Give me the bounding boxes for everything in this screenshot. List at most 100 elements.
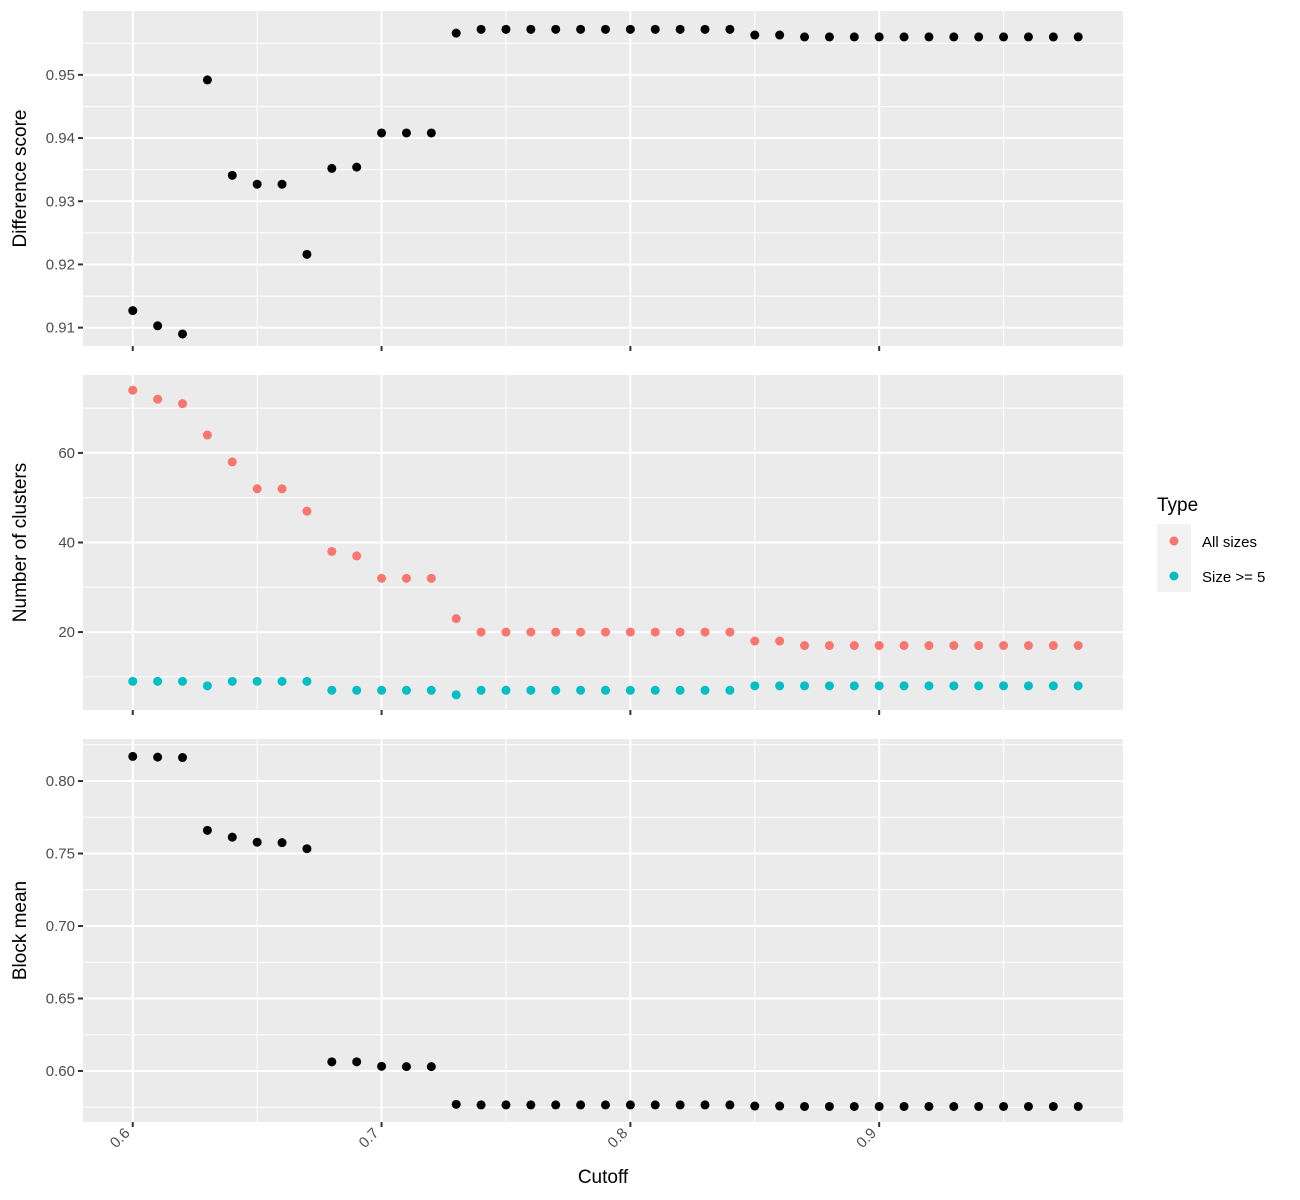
data-point [700, 627, 710, 637]
data-point [476, 1100, 486, 1110]
data-point [650, 24, 660, 34]
data-point [227, 170, 237, 180]
data-point [750, 30, 760, 40]
data-point [377, 573, 387, 583]
data-point [352, 1057, 362, 1067]
data-point [924, 641, 934, 651]
data-point [153, 321, 163, 331]
data-point [178, 753, 188, 763]
data-point [600, 24, 610, 34]
data-point [1073, 681, 1083, 691]
data-point [849, 1101, 859, 1111]
data-point [202, 75, 212, 85]
data-point [1073, 32, 1083, 42]
data-point [128, 676, 138, 686]
data-point [352, 162, 362, 172]
data-point [874, 32, 884, 42]
data-point [576, 1100, 586, 1110]
x-tick-label: 0.7 [356, 1125, 383, 1152]
data-point [974, 1101, 984, 1111]
y-tick-label: 60 [58, 445, 75, 462]
data-point [551, 685, 561, 695]
data-point [675, 685, 685, 695]
data-point [775, 636, 785, 646]
data-point [153, 394, 163, 404]
data-point [128, 385, 138, 395]
data-point [401, 685, 411, 695]
data-point [202, 681, 212, 691]
panel-block-mean: 0.60 0.65 0.70 0.75 0.80 Block mean [10, 739, 1123, 1127]
data-point [551, 24, 561, 34]
data-point [352, 551, 362, 561]
series-block-mean [128, 751, 1083, 1111]
data-point [451, 28, 461, 38]
data-point [252, 676, 262, 686]
data-point [327, 163, 337, 173]
legend-title: Type [1157, 495, 1198, 516]
data-point [526, 627, 536, 637]
data-point [451, 614, 461, 624]
data-point [775, 30, 785, 40]
data-point [401, 573, 411, 583]
data-point [625, 1100, 635, 1110]
data-point [974, 681, 984, 691]
data-point [302, 249, 312, 259]
panel-background [83, 11, 1123, 346]
y-tick-label: 0.94 [46, 130, 75, 147]
data-point [277, 484, 287, 494]
data-point [451, 1099, 461, 1109]
data-point [999, 1101, 1009, 1111]
data-point [476, 685, 486, 695]
data-point [874, 681, 884, 691]
data-point [277, 676, 287, 686]
data-point [999, 32, 1009, 42]
data-point [899, 681, 909, 691]
data-point [849, 641, 859, 651]
data-point [849, 681, 859, 691]
y-tick-label: 0.70 [46, 918, 75, 935]
data-point [1023, 32, 1033, 42]
y-axis-title: Number of clusters [10, 463, 31, 622]
data-point [202, 825, 212, 835]
data-point [128, 306, 138, 316]
data-point [526, 1100, 536, 1110]
y-axis-title: Difference score [10, 110, 31, 248]
data-point [899, 641, 909, 651]
data-point [1023, 681, 1033, 691]
data-point [800, 641, 810, 651]
data-point [824, 641, 834, 651]
data-point [327, 1057, 337, 1067]
data-point [874, 641, 884, 651]
x-tick-label: 0.6 [107, 1125, 134, 1152]
data-point [501, 685, 511, 695]
data-point [352, 685, 362, 695]
y-tick-label: 0.65 [46, 990, 75, 1007]
y-tick-label: 0.75 [46, 846, 75, 863]
data-point [576, 627, 586, 637]
data-point [700, 685, 710, 695]
data-point [725, 24, 735, 34]
data-point [725, 1100, 735, 1110]
y-tick-label: 0.92 [46, 256, 75, 273]
data-point [302, 676, 312, 686]
data-point [600, 685, 610, 695]
data-point [824, 681, 834, 691]
data-point [700, 1100, 710, 1110]
y-tick-label: 20 [58, 624, 75, 641]
data-point [1048, 32, 1058, 42]
data-point [327, 546, 337, 556]
data-point [949, 641, 959, 651]
data-point [974, 32, 984, 42]
data-point [775, 1101, 785, 1111]
data-point [974, 641, 984, 651]
data-point [252, 484, 262, 494]
data-point [401, 1062, 411, 1072]
data-point [650, 1100, 660, 1110]
panel-number-of-clusters: 20 40 60 Number of clusters [10, 375, 1123, 715]
series-difference-score [128, 24, 1083, 339]
data-point [302, 844, 312, 854]
data-point [277, 179, 287, 189]
data-point [1023, 641, 1033, 651]
x-tick-label: 0.9 [853, 1125, 880, 1152]
